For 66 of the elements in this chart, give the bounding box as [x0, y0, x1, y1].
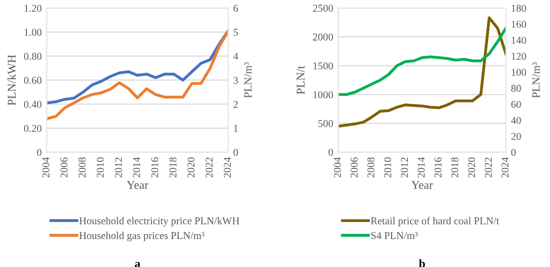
y-tick-label: 1500 — [313, 62, 333, 70]
x-axis-title: Year — [126, 181, 148, 189]
x-tick-label: 2020 — [188, 157, 195, 178]
y2-tick-label: 1 — [234, 124, 238, 132]
line-series — [46, 29, 228, 104]
y2-tick-label: 160 — [512, 20, 526, 28]
x-tick-label: 2018 — [451, 157, 458, 178]
y-tick-label: 500 — [318, 120, 333, 128]
y-tick-label: 0 — [37, 148, 42, 156]
y2-tick-label: 100 — [512, 68, 526, 76]
line-series — [338, 16, 506, 128]
y-axis-title: PLN/kWH — [7, 54, 16, 106]
x-tick-label: 2008 — [78, 157, 86, 178]
y-tick-label: 0.80 — [24, 52, 42, 60]
legend-label: Household gas prices PLN/m³ — [79, 232, 204, 242]
y-tick-label: 2500 — [313, 4, 333, 12]
x-tick-label: 2016 — [151, 157, 158, 178]
y-tick-label: 1.00 — [24, 28, 42, 36]
y-tick-label: 1.20 — [24, 4, 42, 12]
legend-label: S4 PLN/m³ — [371, 232, 418, 240]
x-tick-label: 2004 — [42, 157, 50, 178]
y-tick-label: 0 — [328, 148, 333, 156]
y2-axis-title: PLN/m³ — [244, 62, 252, 98]
x-tick-label: 2018 — [169, 157, 176, 178]
y2-axis-title: PLN/m³ — [532, 62, 540, 98]
y-tick-label: 0.60 — [24, 76, 42, 84]
y2-tick-label: 0 — [511, 148, 516, 156]
x-tick-label: 2004 — [334, 157, 341, 178]
x-tick-label: 2012 — [400, 158, 408, 178]
x-tick-label: 2010 — [384, 157, 392, 178]
y-tick-label: 0.40 — [24, 100, 42, 108]
x-tick-label: 2006 — [60, 157, 68, 178]
y2-tick-label: 0 — [234, 148, 238, 156]
x-tick-label: 2014 — [418, 157, 425, 178]
x-tick-label: 2022 — [484, 158, 492, 178]
y2-tick-label: 6 — [234, 4, 238, 12]
y2-tick-label: 80 — [511, 84, 521, 92]
y2-tick-label: 180 — [512, 4, 526, 12]
y2-tick-label: 2 — [234, 100, 238, 108]
line-series — [338, 26, 506, 96]
y2-tick-label: 40 — [511, 116, 521, 124]
y2-tick-label: 20 — [511, 132, 521, 140]
x-tick-label: 2006 — [350, 157, 358, 178]
x-tick-label: 2022 — [206, 158, 213, 178]
y-axis-title: PLN/t — [296, 66, 305, 94]
legend-label: Household electricity price PLN/kWH — [79, 216, 240, 226]
x-tick-label: 2010 — [96, 157, 104, 178]
y2-tick-label: 5 — [234, 28, 238, 36]
x-axis-title: Year — [411, 181, 433, 189]
x-tick-label: 2012 — [114, 158, 122, 178]
y2-tick-label: 3 — [234, 76, 238, 84]
y2-tick-label: 140 — [512, 36, 526, 44]
legend-label: Retail price of hard coal PLN/t — [370, 216, 500, 226]
y-tick-label: 0.20 — [24, 124, 42, 132]
y-tick-label: 1000 — [313, 91, 333, 98]
x-tick-label: 2024 — [502, 157, 509, 178]
y2-tick-label: 4 — [233, 52, 238, 60]
y2-tick-label: 120 — [512, 52, 526, 60]
x-tick-label: 2008 — [367, 157, 374, 178]
x-tick-label: 2016 — [434, 157, 442, 178]
x-tick-label: 2024 — [224, 157, 231, 178]
x-tick-label: 2020 — [468, 157, 476, 178]
x-tick-label: 2014 — [133, 157, 140, 178]
y-tick-label: 2000 — [313, 34, 333, 41]
line-series — [46, 29, 228, 120]
y2-tick-label: 60 — [511, 100, 521, 108]
